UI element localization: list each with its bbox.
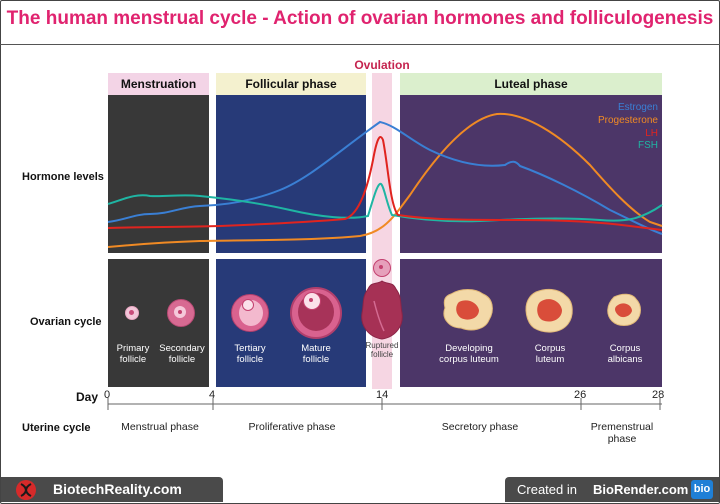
phase-menstruation: Menstruation — [108, 73, 209, 95]
day-label-28: 28 — [652, 389, 665, 401]
uterine-menstrual-phase: Menstrual phase — [121, 421, 199, 433]
uterine-premenstrual-phase: Premenstrual phase — [590, 421, 654, 445]
primary-follicle-oocyte-icon — [129, 310, 134, 315]
day-label-14: 14 — [376, 389, 389, 401]
row-label-uterine: Uterine cycle — [22, 422, 91, 434]
label-secondary-follicle: Secondary follicle — [159, 343, 205, 365]
lh-curve — [107, 136, 663, 231]
footer-site-name: BiotechReality.com — [53, 481, 182, 497]
label-developing-corpus-luteum: Developing corpus luteum — [439, 343, 499, 365]
corpus-albicans-icon — [607, 293, 641, 326]
legend-lh: LH — [645, 128, 658, 139]
ruptured-follicle-icon — [361, 280, 403, 340]
secondary-follicle-nucleus-icon — [178, 310, 182, 314]
ovarian-panel-menstruation — [108, 259, 209, 387]
uterine-secretory-phase: Secretory phase — [441, 421, 519, 433]
hormone-panel-follicular — [216, 95, 366, 253]
uterine-proliferative-phase: Proliferative phase — [248, 421, 336, 433]
ovulation-label: Ovulation — [354, 58, 410, 72]
legend-estrogen: Estrogen — [617, 102, 658, 113]
footer-created-in: Created in — [517, 482, 581, 497]
row-label-ovarian: Ovarian cycle — [30, 316, 102, 328]
label-mature-follicle: Mature follicle — [301, 343, 331, 365]
figure-title: The human menstrual cycle - Action of ov… — [6, 8, 714, 29]
developing-corpus-luteum-icon — [443, 289, 493, 331]
phase-follicular: Follicular phase — [216, 73, 366, 95]
legend-progesterone: Progesterone — [597, 115, 658, 126]
released-oocyte-nucleus-icon — [379, 265, 383, 269]
day-label-26: 26 — [574, 389, 587, 401]
label-tertiary-follicle: Tertiary follicle — [234, 343, 266, 365]
day-label-0: 0 — [104, 389, 111, 401]
corpus-luteum-icon — [525, 288, 573, 333]
fsh-curve — [107, 182, 663, 223]
row-label-day: Day — [76, 390, 99, 404]
footer-brand: BioRender.com — [593, 482, 689, 497]
label-corpus-albicans: Corpus albicans — [607, 343, 643, 365]
biorender-badge-icon: bio — [691, 480, 713, 499]
phase-luteal: Luteal phase — [400, 73, 662, 95]
row-label-hormone: Hormone levels — [22, 171, 104, 183]
estrogen-curve — [107, 120, 663, 235]
mature-follicle-nucleus-icon — [309, 298, 313, 302]
day-label-4: 4 — [209, 389, 216, 401]
progesterone-curve — [107, 112, 663, 248]
tertiary-follicle-oocyte-icon — [242, 299, 254, 311]
label-primary-follicle: Primary follicle — [116, 343, 150, 365]
legend-fsh: FSH — [638, 140, 658, 151]
label-ruptured-follicle: Ruptured follicle — [365, 341, 399, 359]
dna-logo-icon — [16, 480, 36, 500]
title-divider — [0, 44, 720, 45]
footer-right: Created in BioRender.com bio — [505, 477, 719, 502]
footer-left: BiotechReality.com — [1, 477, 223, 502]
label-corpus-luteum: Corpus luteum — [534, 343, 566, 365]
